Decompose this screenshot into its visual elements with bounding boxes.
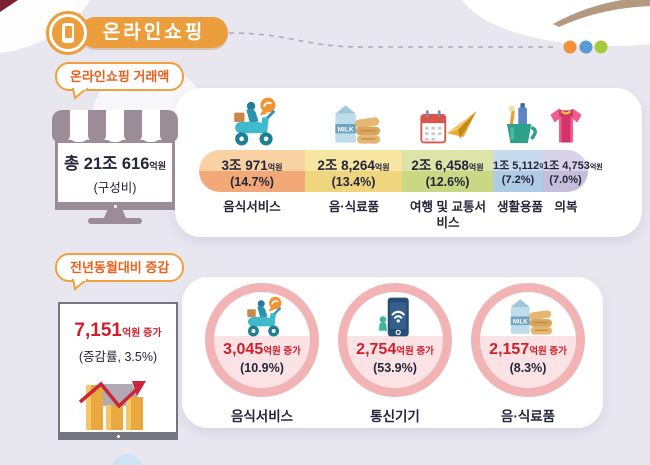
section2-label-bubble: 전년동월대비 증감 bbox=[55, 253, 185, 291]
swoosh-decoration bbox=[553, 0, 650, 27]
change-circle: 2,754억원 증가 (53.9%) bbox=[338, 283, 452, 397]
milk-cookies-icon: MILK bbox=[326, 100, 382, 153]
smartphone-badge-icon bbox=[46, 11, 90, 55]
change-circle: MILK 2,157억원 증가 (8.3%) bbox=[471, 283, 585, 397]
share-bar-segment: 1조 5,112억원 (7.2%) bbox=[493, 150, 552, 192]
svg-text:MILK: MILK bbox=[513, 319, 528, 325]
dashed-connector bbox=[228, 32, 608, 54]
storefront-monitor: 총 21조 616억원 (구성비) bbox=[52, 110, 178, 224]
total-change-rate: (증감률, 3.5%) bbox=[78, 350, 158, 364]
change-amount: 2,157억원 증가 bbox=[489, 341, 567, 358]
section1-label: 온라인쇼핑 거래액 bbox=[70, 69, 170, 84]
connector-dot-green bbox=[594, 40, 608, 54]
category-label: 음·식료품 bbox=[328, 200, 380, 214]
category-label: 음식서비스 bbox=[223, 200, 281, 214]
total-note: (구성비) bbox=[93, 180, 137, 195]
change-amount: 2,754억원 증가 bbox=[356, 341, 434, 358]
change-category-label: 음식서비스 bbox=[230, 409, 294, 424]
bottom-cutoff-decoration bbox=[111, 454, 143, 465]
section2-label: 전년동월대비 증감 bbox=[70, 260, 170, 275]
share-bar-segment: 2조 6,458억원 (12.6%) bbox=[402, 150, 493, 192]
monitor-bezel bbox=[58, 432, 178, 440]
awning-icon bbox=[52, 110, 178, 142]
page-title: 온라인쇼핑 bbox=[80, 17, 228, 48]
change-amount: 3,045억원 증가 bbox=[223, 341, 301, 358]
bubble-tail bbox=[71, 279, 89, 291]
share-bar-segment: 1조 4,753억원 (7.0%) bbox=[543, 150, 603, 192]
connector-dot-orange bbox=[563, 40, 577, 54]
category-label: 여행 및 교통서비스 bbox=[410, 200, 486, 230]
delivery-scooter-icon bbox=[236, 294, 288, 338]
corner-triangle-decoration bbox=[0, 0, 18, 12]
share-bar-segment: 2조 8,264억원 (13.4%) bbox=[305, 150, 402, 192]
change-rate: (10.9%) bbox=[240, 361, 284, 375]
change-rate: (8.3%) bbox=[509, 361, 547, 375]
change-circle: 3,045억원 증가 (10.9%) bbox=[205, 283, 319, 397]
bubble-tail bbox=[71, 88, 89, 100]
total-change-amount: 7,151억원 증가 bbox=[74, 320, 162, 341]
category-label: 생활용품 bbox=[496, 200, 543, 214]
bar-chart-arrow-icon bbox=[78, 381, 146, 430]
change-rate: (53.9%) bbox=[373, 361, 417, 375]
total-amount: 총 21조 616억원 bbox=[64, 154, 166, 173]
share-bar-segment: 3조 971억원 (14.7%) bbox=[199, 150, 305, 192]
delivery-scooter-icon bbox=[222, 96, 282, 153]
milk-cookies-icon: MILK bbox=[502, 294, 554, 338]
toiletries-cup-icon bbox=[500, 100, 540, 153]
section1-label-bubble: 온라인쇼핑 거래액 bbox=[55, 62, 185, 100]
change-category-label: 음·식료품 bbox=[500, 409, 556, 424]
change-category-label: 통신기기 bbox=[370, 409, 420, 424]
monitor-stand bbox=[104, 210, 126, 218]
page-title-label: 온라인쇼핑 bbox=[102, 22, 206, 43]
connector-dot-blue bbox=[579, 40, 593, 54]
monitor-bezel bbox=[55, 202, 175, 210]
smartphone-wifi-icon bbox=[375, 294, 415, 338]
svg-text:MILK: MILK bbox=[338, 126, 354, 133]
tshirt-icon bbox=[544, 106, 588, 151]
monitor-base bbox=[88, 218, 142, 224]
category-label: 의복 bbox=[554, 200, 578, 214]
total-amount-panel: 총 21조 616억원 (구성비) bbox=[55, 140, 175, 202]
badge-ring bbox=[49, 14, 87, 52]
calendar-airplane-icon bbox=[417, 102, 479, 153]
